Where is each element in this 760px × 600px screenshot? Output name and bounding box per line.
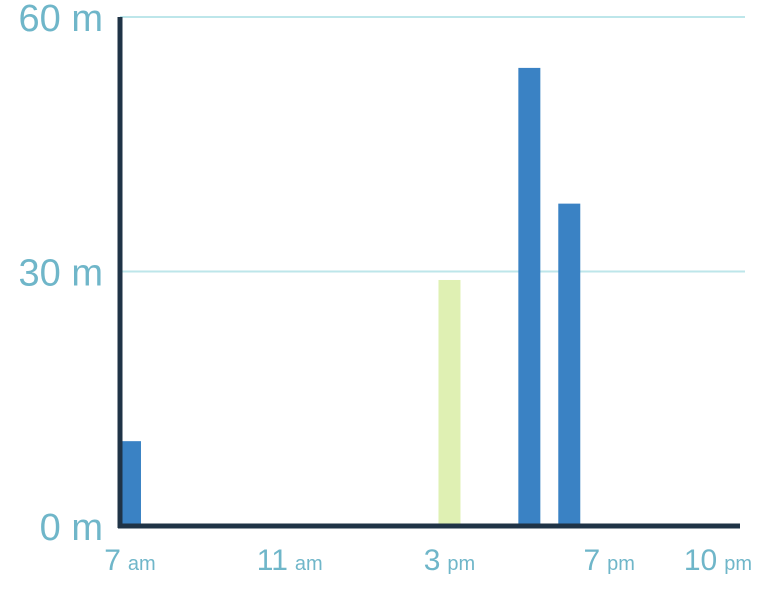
x-tick-label: 10 pm (684, 544, 752, 577)
y-tick-label: 30 m (19, 253, 103, 295)
axes (117, 17, 740, 529)
bar-highlighted (438, 279, 461, 526)
bars (118, 67, 581, 527)
x-tick-suffix: am (295, 553, 323, 575)
x-tick-number: 7 (104, 544, 121, 577)
x-tick-number: 3 (424, 544, 441, 577)
x-tick-labels: 7 am 11 am 3 pm 7 pm 10 pm (104, 544, 752, 577)
x-tick-number: 7 (583, 544, 600, 577)
x-tick-number: 11 (257, 544, 288, 577)
x-tick-label: 3 pm (424, 544, 475, 577)
x-tick-suffix: pm (447, 553, 475, 575)
y-tick-labels: 0 m 30 m 60 m (19, 0, 103, 549)
x-tick-suffix: pm (607, 553, 635, 575)
x-tick-label: 11 am (257, 544, 323, 577)
y-tick-label: 0 m (40, 507, 103, 549)
x-tick-suffix: pm (724, 553, 752, 575)
x-tick-label: 7 pm (583, 544, 634, 577)
grid-lines (120, 16, 745, 273)
bar (558, 203, 581, 526)
x-tick-label: 7 am (104, 544, 155, 577)
x-tick-number: 10 (684, 544, 717, 577)
bar (118, 441, 141, 526)
bar (518, 67, 541, 527)
x-tick-suffix: am (128, 553, 156, 575)
y-tick-label: 60 m (19, 0, 103, 40)
